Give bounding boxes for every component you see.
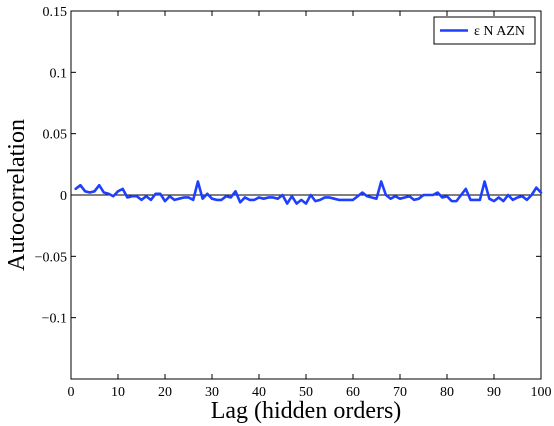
x-tick-label: 70	[393, 385, 407, 400]
x-tick-label: 100	[531, 385, 552, 400]
y-tick-labels: 0.15 0.1 0.05 0 −0.05 −0.1	[35, 5, 67, 327]
x-axis-title: Lag (hidden orders)	[211, 398, 402, 424]
x-tick-label: 10	[111, 385, 125, 400]
y-tick-label: −0.1	[42, 312, 67, 327]
x-tick-label: 90	[487, 385, 501, 400]
x-tick-label: 40	[252, 385, 266, 400]
x-tick-label: 20	[158, 385, 172, 400]
x-tick-labels: 0 10 20 30 40 50 60 70 80 90 100	[68, 385, 552, 400]
tick-marks	[70, 10, 542, 379]
x-tick-label: 80	[440, 385, 454, 400]
x-tick-label: 0	[68, 385, 75, 400]
series-line-azn	[74, 180, 543, 205]
y-tick-label: −0.05	[35, 250, 67, 265]
x-tick-label: 50	[299, 385, 313, 400]
legend: ε N AZN	[433, 16, 536, 45]
y-tick-label: 0.15	[43, 5, 68, 20]
y-tick-label: 0	[60, 189, 67, 204]
x-tick-label: 30	[205, 385, 219, 400]
legend-entry-label: ε N AZN	[474, 24, 525, 39]
y-tick-label: 0.1	[50, 66, 68, 81]
y-tick-label: 0.05	[43, 128, 68, 143]
y-axis-title: Autocorrelation	[4, 119, 30, 271]
x-tick-label: 60	[346, 385, 360, 400]
